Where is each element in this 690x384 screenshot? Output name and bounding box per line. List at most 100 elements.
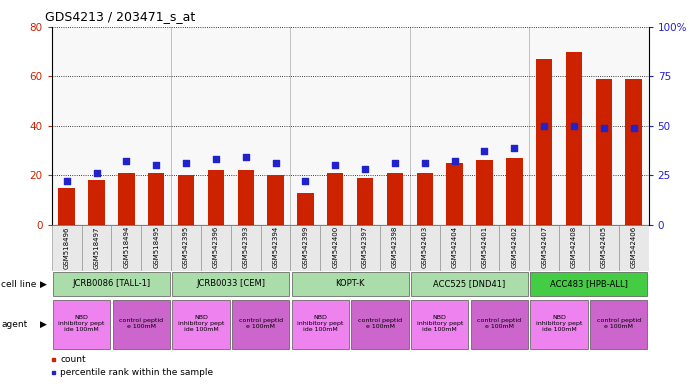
Bar <box>440 225 469 271</box>
Text: GSM542401: GSM542401 <box>482 226 487 268</box>
Text: cell line: cell line <box>1 280 37 289</box>
Bar <box>292 272 408 296</box>
Text: ▶: ▶ <box>40 280 47 289</box>
Bar <box>53 300 110 349</box>
Bar <box>53 272 170 296</box>
Bar <box>261 225 290 271</box>
Text: JCRB0086 [TALL-1]: JCRB0086 [TALL-1] <box>72 279 150 288</box>
Text: GSM542408: GSM542408 <box>571 226 577 268</box>
Bar <box>292 300 349 349</box>
Bar <box>232 300 289 349</box>
Point <box>270 160 281 166</box>
Bar <box>201 225 230 271</box>
Text: NBD
inhibitory pept
ide 100mM: NBD inhibitory pept ide 100mM <box>297 315 344 332</box>
Bar <box>380 225 410 271</box>
Point <box>359 166 371 172</box>
Text: GSM542393: GSM542393 <box>243 226 248 268</box>
Text: GSM542403: GSM542403 <box>422 226 428 268</box>
Text: ACC483 [HPB-ALL]: ACC483 [HPB-ALL] <box>550 279 628 288</box>
Bar <box>112 225 141 271</box>
Text: agent: agent <box>1 320 28 329</box>
Bar <box>350 225 380 271</box>
Bar <box>141 225 171 271</box>
Bar <box>411 272 528 296</box>
Text: GDS4213 / 203471_s_at: GDS4213 / 203471_s_at <box>45 10 195 23</box>
Point <box>449 158 460 164</box>
Bar <box>559 225 589 271</box>
Bar <box>410 225 440 271</box>
Point <box>479 148 490 154</box>
Bar <box>172 272 289 296</box>
Text: ACC525 [DND41]: ACC525 [DND41] <box>433 279 506 288</box>
Bar <box>172 300 230 349</box>
Text: GSM542407: GSM542407 <box>541 226 547 268</box>
Text: control peptid
e 100mM: control peptid e 100mM <box>477 318 522 329</box>
Bar <box>178 175 195 225</box>
Text: percentile rank within the sample: percentile rank within the sample <box>60 367 213 377</box>
Bar <box>446 163 463 225</box>
Bar <box>536 59 553 225</box>
Text: GSM542404: GSM542404 <box>452 226 457 268</box>
Bar <box>469 225 500 271</box>
Text: GSM542406: GSM542406 <box>631 226 637 268</box>
Text: control peptid
e 100mM: control peptid e 100mM <box>358 318 402 329</box>
Point <box>91 170 102 176</box>
Text: control peptid
e 100mM: control peptid e 100mM <box>239 318 283 329</box>
Bar <box>148 173 164 225</box>
Text: JCRB0033 [CEM]: JCRB0033 [CEM] <box>196 279 265 288</box>
Text: GSM518494: GSM518494 <box>124 226 129 268</box>
Bar <box>471 300 528 349</box>
Point <box>330 162 341 169</box>
Bar <box>88 180 105 225</box>
Text: NBD
inhibitory pept
ide 100mM: NBD inhibitory pept ide 100mM <box>417 315 463 332</box>
Text: GSM542394: GSM542394 <box>273 226 279 268</box>
Bar <box>411 300 469 349</box>
Bar <box>500 225 529 271</box>
Bar <box>208 170 224 225</box>
Bar <box>566 51 582 225</box>
Point <box>121 158 132 164</box>
Bar <box>118 173 135 225</box>
Bar <box>531 272 647 296</box>
Bar <box>476 161 493 225</box>
Bar <box>529 225 559 271</box>
Bar <box>625 79 642 225</box>
Point <box>539 123 550 129</box>
Bar <box>230 225 261 271</box>
Text: count: count <box>60 355 86 364</box>
Bar <box>237 170 254 225</box>
Bar <box>297 192 314 225</box>
Point <box>628 125 639 131</box>
Bar <box>267 175 284 225</box>
Point <box>181 160 192 166</box>
Point <box>509 144 520 151</box>
Bar <box>357 178 373 225</box>
Text: GSM542398: GSM542398 <box>392 226 398 268</box>
Text: GSM542402: GSM542402 <box>511 226 518 268</box>
Bar <box>171 225 201 271</box>
Point <box>598 125 609 131</box>
Text: GSM542397: GSM542397 <box>362 226 368 268</box>
Text: GSM518495: GSM518495 <box>153 226 159 268</box>
Bar <box>351 300 408 349</box>
Bar <box>619 225 649 271</box>
Text: NBD
inhibitory pept
ide 100mM: NBD inhibitory pept ide 100mM <box>178 315 224 332</box>
Bar <box>589 225 619 271</box>
Text: control peptid
e 100mM: control peptid e 100mM <box>597 318 641 329</box>
Bar <box>531 300 588 349</box>
Point <box>300 178 311 184</box>
Text: GSM542405: GSM542405 <box>601 226 607 268</box>
Bar <box>417 173 433 225</box>
Bar <box>506 158 522 225</box>
Bar <box>595 79 612 225</box>
Point <box>150 162 161 169</box>
Point <box>240 154 251 161</box>
Text: GSM542395: GSM542395 <box>183 226 189 268</box>
Bar <box>590 300 647 349</box>
Bar <box>112 300 170 349</box>
Text: ▶: ▶ <box>40 320 47 329</box>
Bar <box>81 225 112 271</box>
Bar <box>320 225 350 271</box>
Point <box>61 178 72 184</box>
Text: GSM518496: GSM518496 <box>63 226 70 268</box>
